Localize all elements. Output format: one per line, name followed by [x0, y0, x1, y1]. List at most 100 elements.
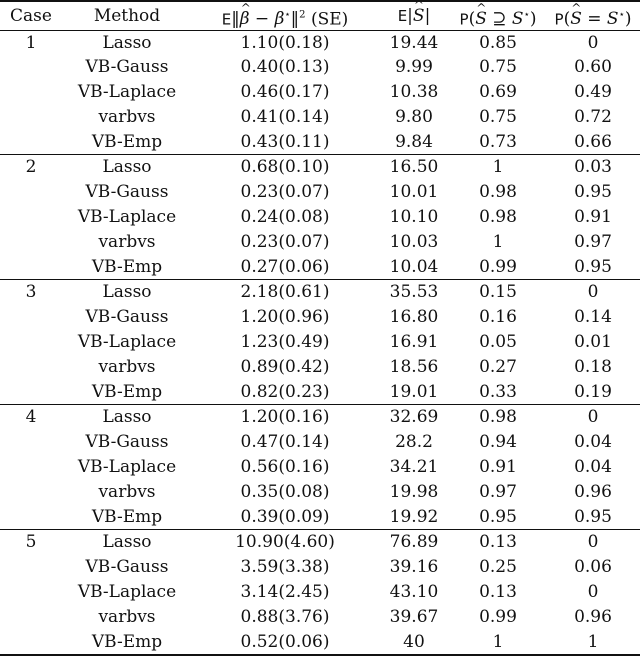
cell-superset: 0.99	[479, 256, 517, 277]
cell-size: 16.80	[389, 307, 439, 328]
header-error: E‖β − β⋆‖2 (SE)	[192, 2, 378, 30]
cell-case: 2	[25, 157, 37, 178]
cell-case	[0, 130, 62, 155]
cell-case	[0, 205, 62, 230]
cell-method: Lasso	[102, 157, 152, 178]
cell-exact: 0.66	[574, 131, 612, 152]
cell-method: VB-Laplace	[77, 457, 177, 478]
cell-superset: 0.73	[479, 131, 517, 152]
cell-superset: 0.69	[479, 82, 517, 103]
table-row: varbvs 0.88(3.76) 39.67 0.99 0.96	[0, 605, 640, 630]
cell-error: 0.43(0.11)	[240, 131, 330, 152]
cell-method: varbvs	[98, 481, 156, 502]
cell-exact: 0.91	[574, 207, 612, 228]
cell-method: VB-Emp	[91, 256, 163, 277]
group-rule	[0, 154, 640, 156]
cell-size: 10.01	[389, 182, 439, 203]
table-row: VB-Laplace 1.23(0.49) 16.91 0.05 0.01	[0, 330, 640, 355]
table-row: 2 Lasso 0.68(0.10) 16.50 1 0.03	[0, 155, 640, 180]
cell-case	[0, 355, 62, 380]
table-row: 1 Lasso 1.10(0.18) 19.44 0.85 0	[0, 31, 640, 56]
cell-method: VB-Laplace	[77, 207, 177, 228]
cell-method: VB-Emp	[91, 381, 163, 402]
cell-method: VB-Emp	[91, 631, 163, 652]
table-row: varbvs 0.35(0.08) 19.98 0.97 0.96	[0, 480, 640, 505]
cell-size: 39.67	[389, 606, 439, 627]
cell-case: 5	[25, 532, 37, 553]
cell-error: 0.82(0.23)	[240, 381, 330, 402]
cell-method: Lasso	[102, 407, 152, 428]
cell-method: Lasso	[102, 282, 152, 303]
cell-error: 3.59(3.38)	[240, 557, 330, 578]
cell-error: 3.14(2.45)	[240, 582, 330, 603]
cell-superset: 1	[492, 231, 504, 252]
table-row: VB-Laplace 0.46(0.17) 10.38 0.69 0.49	[0, 80, 640, 105]
cell-case	[0, 255, 62, 280]
cell-case	[0, 480, 62, 505]
cell-case	[0, 330, 62, 355]
cell-method: varbvs	[98, 356, 156, 377]
cell-size: 32.69	[389, 407, 439, 428]
table-row: VB-Laplace 0.56(0.16) 34.21 0.91 0.04	[0, 455, 640, 480]
cell-exact: 0.14	[574, 307, 612, 328]
cell-superset: 0.91	[479, 457, 517, 478]
cell-superset: 0.13	[479, 532, 517, 553]
cell-error: 1.20(0.16)	[240, 407, 330, 428]
cell-size: 76.89	[389, 532, 439, 553]
cell-error: 10.90(4.60)	[235, 532, 335, 553]
cell-error: 0.68(0.10)	[240, 157, 330, 178]
cell-size: 43.10	[389, 582, 439, 603]
group-rule	[0, 279, 640, 281]
cell-case	[0, 505, 62, 530]
cell-superset: 0.13	[479, 582, 517, 603]
table-row: VB-Gauss 0.23(0.07) 10.01 0.98 0.95	[0, 180, 640, 205]
cell-superset: 0.98	[479, 182, 517, 203]
cell-superset: 0.98	[479, 207, 517, 228]
cell-size: 35.53	[389, 282, 439, 303]
cell-method: VB-Emp	[91, 506, 163, 527]
cell-size: 9.84	[395, 131, 433, 152]
table-row: 3 Lasso 2.18(0.61) 35.53 0.15 0	[0, 280, 640, 305]
cell-error: 1.23(0.49)	[240, 332, 330, 353]
cell-superset: 1	[492, 157, 504, 178]
cell-size: 10.03	[389, 231, 439, 252]
cell-size: 19.98	[389, 481, 439, 502]
cell-method: varbvs	[98, 231, 156, 252]
cell-error: 0.89(0.42)	[240, 356, 330, 377]
cell-exact: 0.95	[574, 506, 612, 527]
cell-method: VB-Laplace	[77, 582, 177, 603]
table-row: VB-Emp 0.43(0.11) 9.84 0.73 0.66	[0, 130, 640, 155]
table-row: VB-Laplace 3.14(2.45) 43.10 0.13 0	[0, 580, 640, 605]
cell-superset: 0.94	[479, 432, 517, 453]
cell-exact: 0.95	[574, 256, 612, 277]
cell-size: 19.44	[389, 32, 439, 53]
table-row: VB-Gauss 0.47(0.14) 28.2 0.94 0.04	[0, 430, 640, 455]
cell-error: 0.88(3.76)	[240, 606, 330, 627]
cell-superset: 0.98	[479, 407, 517, 428]
header-superset-prefix: P	[459, 10, 469, 29]
cell-case: 4	[25, 407, 37, 428]
cell-method: VB-Laplace	[77, 332, 177, 353]
cell-method: varbvs	[98, 606, 156, 627]
cell-exact: 0.01	[574, 332, 612, 353]
cell-size: 40	[403, 631, 425, 652]
header-superset: P(S ⊇ S⋆)	[450, 2, 546, 30]
table-row: varbvs 0.41(0.14) 9.80 0.75 0.72	[0, 105, 640, 130]
cell-method: Lasso	[102, 32, 152, 53]
cell-method: varbvs	[98, 106, 156, 127]
cell-case	[0, 580, 62, 605]
cell-error: 1.10(0.18)	[240, 32, 330, 53]
group-rule	[0, 529, 640, 531]
table-row: VB-Emp 0.39(0.09) 19.92 0.95 0.95	[0, 505, 640, 530]
cell-superset: 0.33	[479, 381, 517, 402]
cell-superset: 0.05	[479, 332, 517, 353]
cell-exact: 0	[587, 32, 599, 53]
group-rule	[0, 404, 640, 406]
table-row: VB-Emp 0.52(0.06) 40 1 1	[0, 630, 640, 655]
cell-superset: 0.99	[479, 606, 517, 627]
cell-superset: 0.15	[479, 282, 517, 303]
cell-case	[0, 180, 62, 205]
cell-error: 0.41(0.14)	[240, 106, 330, 127]
table-row: VB-Gauss 3.59(3.38) 39.16 0.25 0.06	[0, 555, 640, 580]
cell-case	[0, 80, 62, 105]
